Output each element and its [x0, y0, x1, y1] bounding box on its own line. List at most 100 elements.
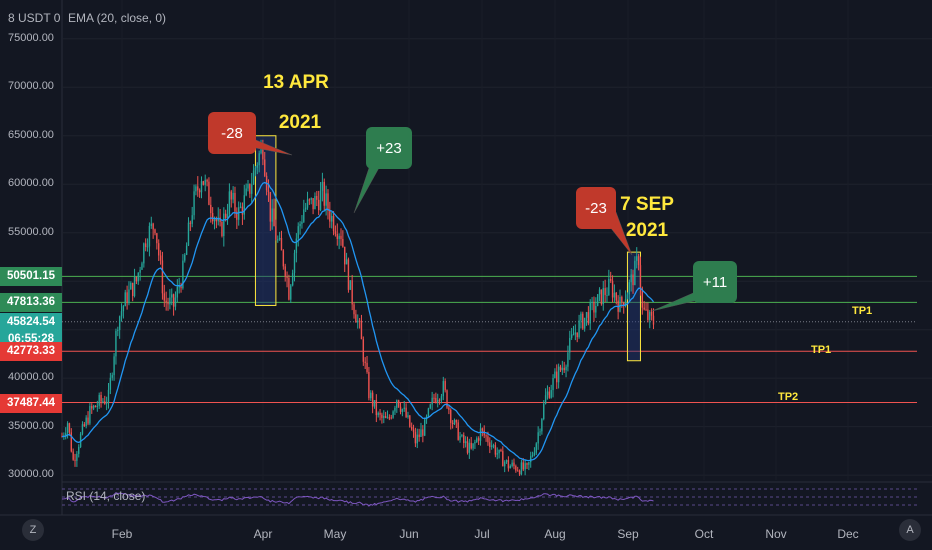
- candle-body: [213, 219, 216, 222]
- candle-body: [107, 389, 110, 403]
- candle-body: [589, 302, 591, 324]
- candle-body: [355, 314, 357, 323]
- candle-body: [68, 423, 71, 433]
- candle-body: [301, 221, 303, 224]
- auto-scale-left-button[interactable]: Z: [22, 519, 44, 541]
- candle-body: [498, 449, 500, 454]
- price-tag: 37487.44: [0, 393, 62, 413]
- candle-body: [344, 246, 346, 265]
- candle-body: [275, 226, 277, 240]
- candle-body: [145, 243, 147, 247]
- candle-body: [541, 418, 543, 432]
- candle-body: [390, 417, 392, 419]
- candle-body: [306, 199, 309, 208]
- candle-body: [624, 299, 627, 307]
- candle-body: [643, 307, 645, 310]
- candle-body: [427, 408, 430, 417]
- candle-body: [552, 377, 554, 391]
- candle-body: [513, 462, 515, 467]
- price-tag: 45824.54: [0, 312, 62, 332]
- candle-body: [206, 179, 208, 182]
- candle-body: [580, 313, 582, 321]
- candle-body: [217, 217, 219, 222]
- candle-body: [273, 208, 275, 227]
- ema-indicator-label[interactable]: EMA (20, close, 0): [68, 11, 167, 25]
- candle-body: [608, 278, 610, 296]
- candle-body: [645, 309, 647, 311]
- candle-body: [396, 400, 398, 408]
- candle-body: [197, 186, 199, 191]
- candle-body: [200, 181, 203, 193]
- candle-body: [267, 190, 270, 192]
- candle-body: [174, 297, 177, 307]
- candle-body: [224, 213, 227, 218]
- candle-body: [370, 392, 372, 399]
- candle-body: [619, 297, 621, 312]
- candle-body: [252, 170, 255, 185]
- candle-body: [628, 282, 630, 295]
- candle-body: [613, 292, 616, 298]
- candle-body: [198, 190, 201, 193]
- y-tick-label: 75000.00: [8, 31, 54, 44]
- candle-body: [362, 339, 365, 362]
- candle-body: [345, 259, 348, 265]
- candle-body: [593, 301, 595, 313]
- candle-body: [535, 443, 537, 453]
- sep-date-line1: 7 SEP: [620, 194, 674, 215]
- ema-line: [61, 181, 655, 462]
- candle-body: [407, 415, 409, 417]
- candle-body: [503, 461, 506, 467]
- candle-body: [416, 434, 418, 444]
- candle-body: [539, 431, 541, 433]
- candle-body: [433, 397, 435, 399]
- x-tick-label: May: [323, 527, 347, 541]
- candle-body: [650, 311, 653, 316]
- candle-body: [548, 391, 551, 398]
- candle-body: [351, 280, 353, 305]
- candle-body: [156, 233, 158, 244]
- tp1-lower-label: TP1: [811, 344, 832, 356]
- candle-body: [559, 366, 562, 371]
- candle-body: [611, 280, 614, 298]
- candle-body: [373, 400, 376, 407]
- candle-body: [347, 259, 350, 290]
- x-tick-label: Apr: [253, 527, 273, 541]
- candle-body: [208, 181, 210, 205]
- candle-body: [96, 405, 99, 408]
- candle-body: [141, 263, 143, 270]
- candle-body: [158, 243, 160, 256]
- candle-body: [357, 320, 359, 323]
- candle-body: [111, 375, 113, 378]
- candle-body: [319, 190, 322, 211]
- candle-body: [438, 399, 441, 401]
- auto-scale-right-button[interactable]: A: [899, 519, 921, 541]
- candle-body: [130, 282, 132, 290]
- candle-body: [299, 223, 301, 227]
- candle-body: [632, 274, 634, 286]
- candle-body: [290, 285, 292, 300]
- candle-body: [492, 445, 495, 447]
- candle-body: [269, 191, 272, 222]
- candle-body: [546, 391, 549, 396]
- rsi-indicator-label[interactable]: RSI (14, close): [66, 489, 146, 503]
- x-tick-label: Aug: [544, 527, 566, 541]
- candle-body: [120, 311, 123, 317]
- candle-body: [342, 238, 344, 247]
- candle-body: [440, 396, 443, 401]
- candle-body: [437, 399, 439, 403]
- candle-body: [472, 443, 474, 449]
- callout-apr-green: +23: [366, 127, 412, 169]
- x-tick-label: Jun: [399, 527, 419, 541]
- candle-body: [394, 407, 396, 412]
- candle-body: [178, 286, 180, 288]
- candle-body: [570, 334, 573, 338]
- y-tick-label: 65000.00: [8, 128, 54, 141]
- candle-body: [280, 238, 283, 251]
- candle-body: [451, 422, 454, 425]
- candle-body: [399, 406, 402, 412]
- x-tick-label: Nov: [765, 527, 787, 541]
- candle-body: [215, 219, 218, 222]
- candle-body: [574, 332, 577, 335]
